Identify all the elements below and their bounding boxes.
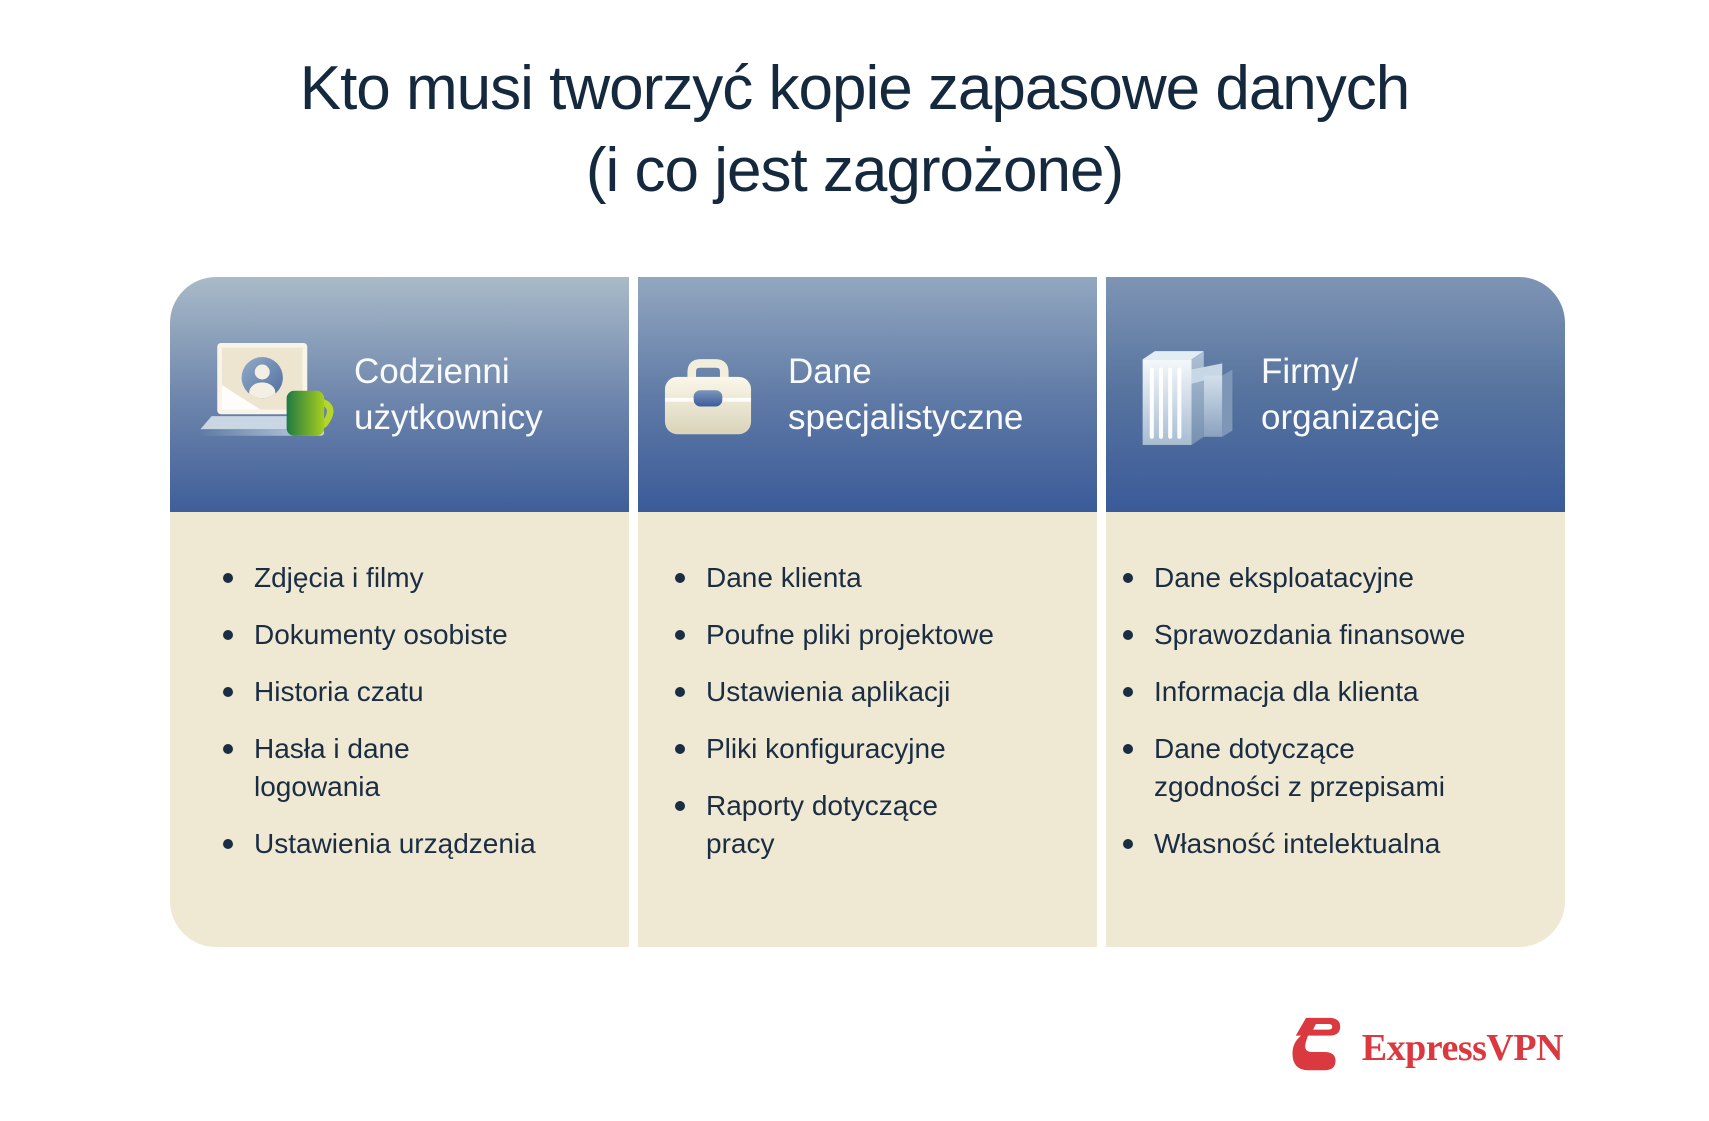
column-companies-label: Firmy/ organizacje: [1261, 352, 1440, 437]
list-item: Dane klienta: [675, 559, 1079, 597]
title-line-1: Kto musi tworzyć kopie zapasowe danych: [299, 54, 1411, 123]
column-companies-header: Firmy/ organizacje: [1106, 277, 1565, 512]
column-specialized-data: Dane specjalistyczne Dane klienta Poufne…: [638, 277, 1097, 947]
list-item: Historia czatu: [223, 673, 611, 711]
column-companies: Firmy/ organizacje Dane eksploatacyjne S…: [1106, 277, 1565, 947]
column-everyday-users-body: Zdjęcia i filmy Dokumenty osobiste Histo…: [170, 512, 629, 947]
column-everyday-users: Codzienni użytkownicy Zdjęcia i filmy Do…: [170, 277, 629, 947]
list-item: Poufne pliki projektowe: [675, 616, 1079, 654]
title-line-2: (i co jest zagrożone): [585, 136, 1124, 206]
list-item: Własność intelektualna: [1123, 825, 1547, 863]
column-specialized-data-body: Dane klienta Poufne pliki projektowe Ust…: [638, 512, 1097, 947]
laptop-with-mug-icon: [190, 338, 342, 451]
column-companies-body: Dane eksploatacyjne Sprawozdania finanso…: [1106, 512, 1565, 947]
column-everyday-users-label: Codzienni użytkownicy: [354, 352, 543, 437]
list-item: Ustawienia urządzenia: [223, 825, 611, 863]
briefcase-icon: [658, 351, 758, 439]
office-buildings-icon: [1126, 343, 1248, 447]
list-item: Informacja dla klienta: [1123, 673, 1547, 711]
column-specialized-data-label: Dane specjalistyczne: [788, 352, 1024, 437]
list-item: Zdjęcia i filmy: [223, 559, 611, 597]
list-item: Dokumenty osobiste: [223, 616, 611, 654]
footer-brand: ExpressVPN: [1283, 1016, 1564, 1079]
list-item: Hasła i dane logowania: [223, 730, 611, 806]
specialized-data-list: Dane klienta Poufne pliki projektowe Ust…: [638, 512, 1097, 863]
list-item: Sprawozdania finansowe: [1123, 616, 1547, 654]
column-specialized-data-header: Dane specjalistyczne: [638, 277, 1097, 512]
column-everyday-users-header: Codzienni użytkownicy: [170, 277, 629, 512]
everyday-users-list: Zdjęcia i filmy Dokumenty osobiste Histo…: [170, 512, 629, 863]
expressvpn-wordmark: ExpressVPN: [1361, 1026, 1564, 1069]
list-item: Ustawienia aplikacji: [675, 673, 1079, 711]
expressvpn-logo-icon: [1283, 1016, 1345, 1079]
list-item: Pliki konfiguracyjne: [675, 730, 1079, 768]
companies-list: Dane eksploatacyjne Sprawozdania finanso…: [1106, 512, 1565, 863]
columns-row: Codzienni użytkownicy Zdjęcia i filmy Do…: [170, 277, 1565, 947]
list-item: Raporty dotyczące pracy: [675, 787, 1079, 863]
page-title: Kto musi tworzyć kopie zapasowe danych (…: [0, 48, 1709, 213]
list-item: Dane dotyczące zgodności z przepisami: [1123, 730, 1547, 806]
list-item: Dane eksploatacyjne: [1123, 559, 1547, 597]
